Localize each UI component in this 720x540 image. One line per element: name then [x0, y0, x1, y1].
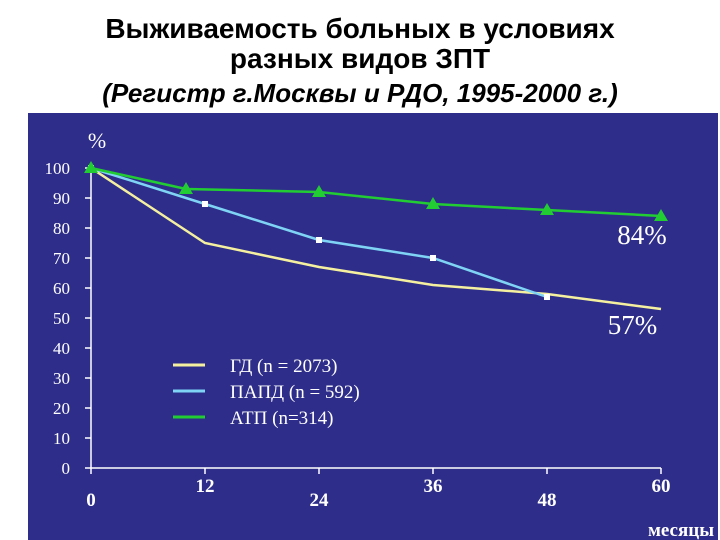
title-line-1: Выживаемость больных в условиях: [105, 13, 615, 44]
x-tick-label: 48: [538, 490, 557, 511]
data-point: [430, 255, 436, 261]
y-tick-label: 40: [53, 339, 70, 358]
title-line-2: разных видов ЗПТ: [229, 43, 491, 74]
x-tick-label: 36: [424, 476, 443, 497]
legend-entry: ПАПД (n = 592): [230, 382, 360, 403]
y-tick-label: 0: [62, 459, 71, 478]
data-point: [426, 197, 440, 209]
x-tick-label: 12: [196, 476, 215, 497]
x-axis-label: месяцы: [648, 520, 714, 540]
x-tick-label: 0: [86, 490, 96, 511]
data-point: [202, 201, 208, 207]
chart-svg: 0 10 20 30 40 50 60 70 80 90 100 0 12 24 36 48 60% месяцы…: [45, 128, 715, 540]
y-tick-label: 30: [53, 369, 70, 388]
data-point: [654, 209, 668, 221]
y-axis-label: %: [88, 128, 106, 153]
annotation-label: 84%: [617, 220, 667, 250]
chart-panel: 0 10 20 30 40 50 60 70 80 90 100 0 12 24 36 48 60% месяцы…: [28, 113, 718, 540]
annotation-label: 57%: [608, 310, 658, 340]
x-tick-label: 60: [652, 476, 671, 497]
data-point: [312, 185, 326, 197]
x-tick-label: 24: [310, 490, 330, 511]
series-line-3: [90, 166, 662, 218]
y-tick-label: 10: [53, 429, 70, 448]
data-point: [316, 237, 322, 243]
y-tick-label: 70: [53, 249, 70, 268]
chart-title: Выживаемость больных в условиях разных в…: [0, 14, 720, 74]
series-line-1: [90, 166, 662, 311]
y-tick-label: 80: [53, 219, 70, 238]
y-tick-label: 20: [53, 399, 70, 418]
data-point: [179, 182, 193, 194]
legend-entry: АТП (n=314): [230, 408, 334, 429]
y-tick-label: 90: [53, 189, 70, 208]
legend-entry: ГД (n = 2073): [230, 356, 337, 377]
data-point: [84, 161, 98, 173]
chart-subtitle: (Регистр г.Москвы и РДО, 1995-2000 г.): [102, 78, 618, 108]
data-point: [544, 294, 550, 300]
y-tick-label: 60: [53, 279, 70, 298]
y-tick-label: 50: [53, 309, 70, 328]
data-point: [540, 203, 554, 215]
y-tick-label: 100: [45, 159, 71, 178]
